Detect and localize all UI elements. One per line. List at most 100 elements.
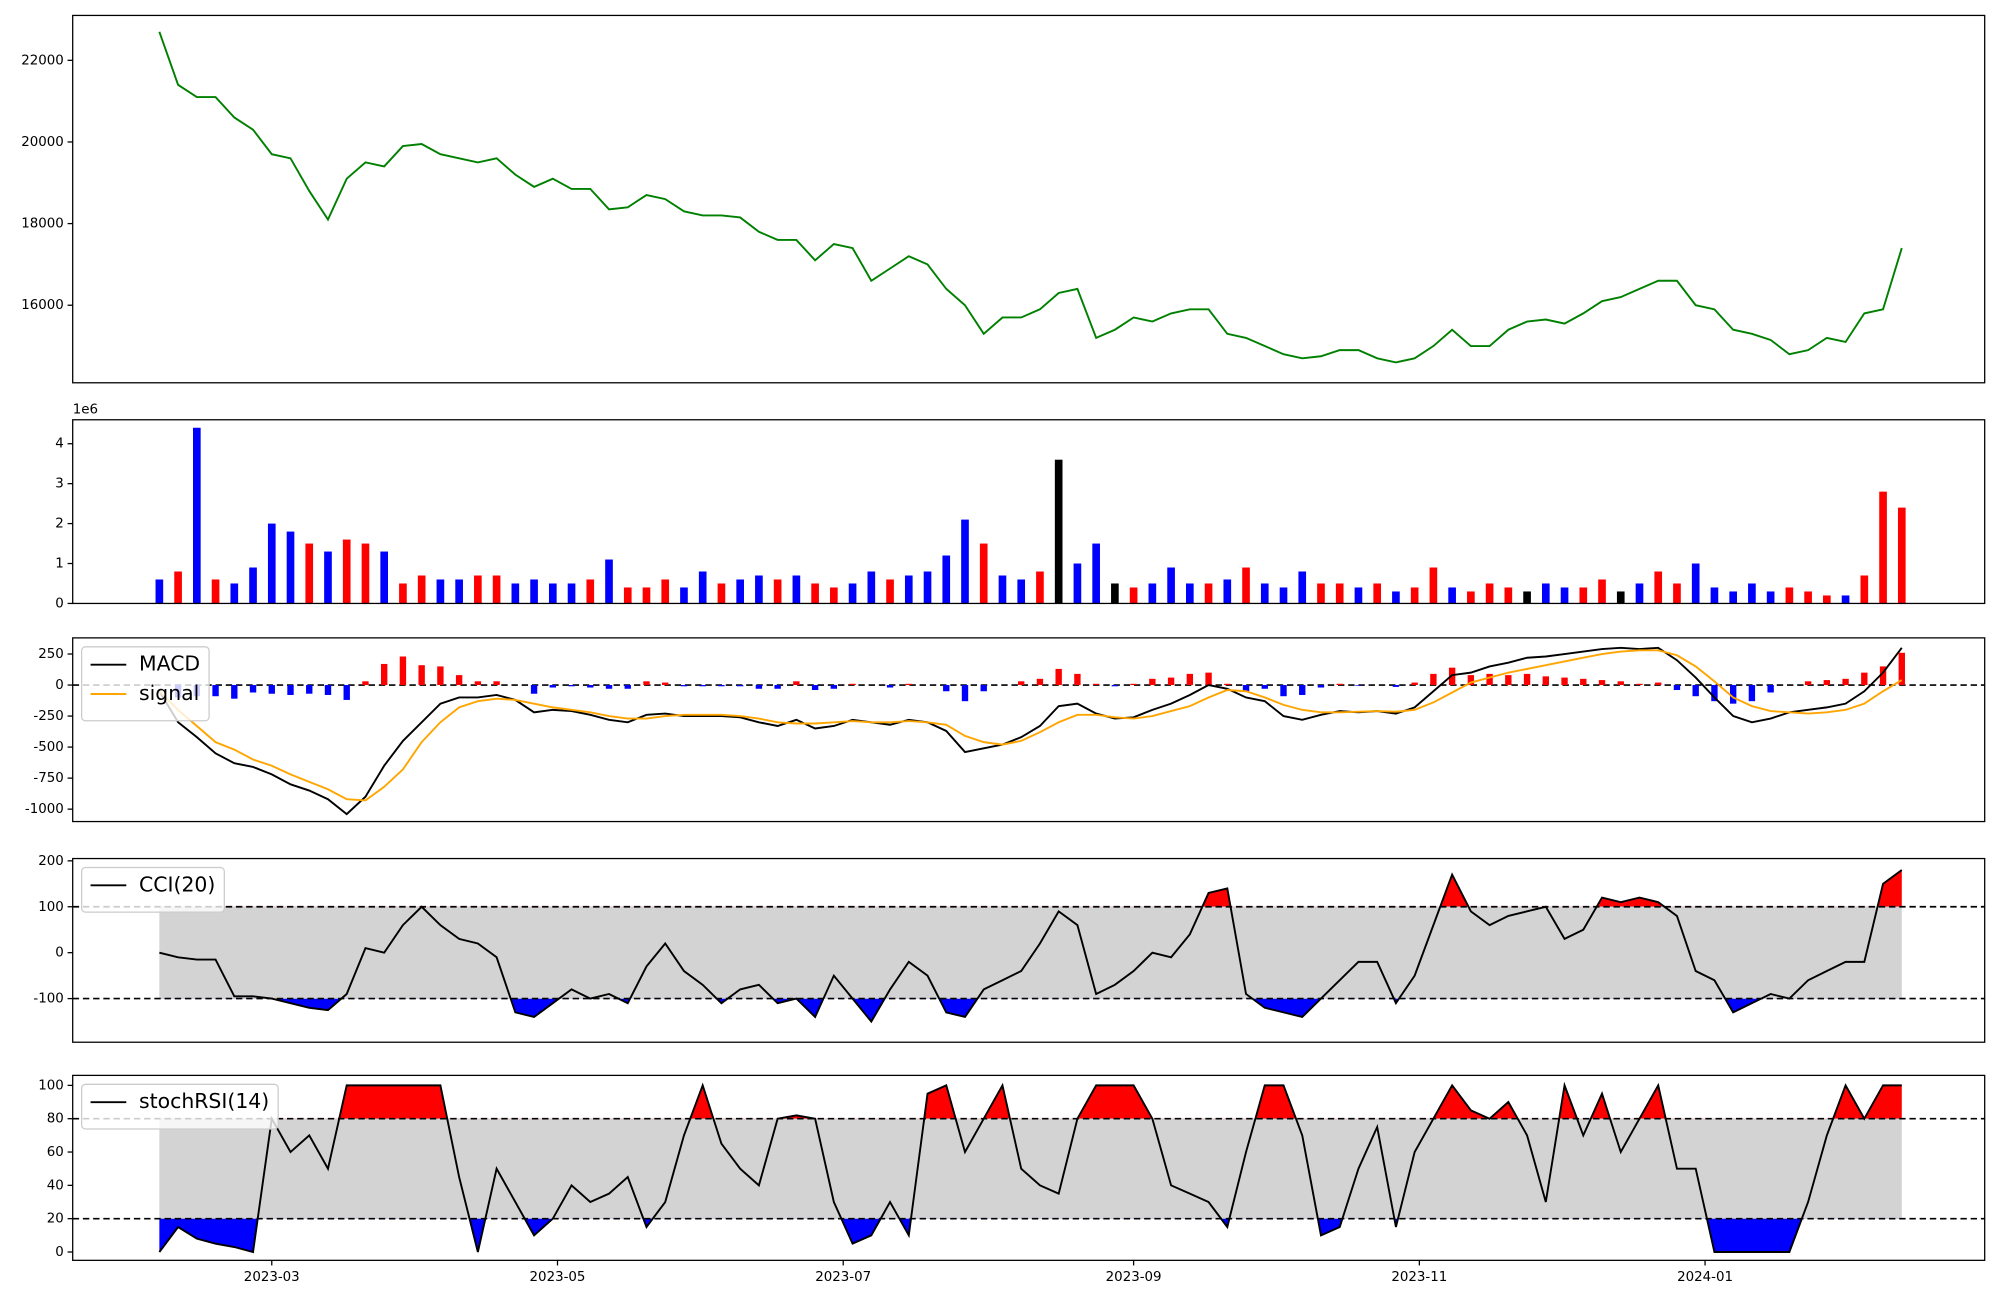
volume-bar <box>1279 587 1288 604</box>
histogram-bar <box>811 685 819 691</box>
axes-frame <box>72 1074 1986 1261</box>
volume-bar <box>1167 567 1175 604</box>
volume-bar <box>1729 591 1737 604</box>
histogram-bar <box>530 685 538 694</box>
histogram-bar <box>1879 666 1887 686</box>
histogram-bar <box>1804 681 1812 686</box>
y-tick-label: 250 <box>38 647 64 662</box>
volume-bar <box>511 583 520 604</box>
volume-bar <box>1017 579 1026 604</box>
histogram-bar <box>437 666 444 686</box>
histogram-bar <box>886 685 894 688</box>
histogram-bar <box>1598 680 1606 686</box>
histogram-bar <box>1842 678 1849 686</box>
y-tick-label: 200 <box>38 854 64 869</box>
volume-bar <box>961 519 969 604</box>
volume-bar <box>1317 583 1325 604</box>
histogram-bar <box>1036 678 1044 686</box>
volume-bar <box>811 583 819 604</box>
histogram-bar <box>1130 683 1137 686</box>
histogram-bar <box>1505 675 1512 686</box>
histogram-bar <box>793 681 800 686</box>
y-tick-label: 0 <box>55 596 64 611</box>
volume-bar <box>155 579 164 604</box>
histogram-bar <box>961 685 969 702</box>
histogram-bar <box>1205 672 1212 686</box>
y-tick-label: -1000 <box>25 802 64 817</box>
volume-bar <box>492 575 501 604</box>
volume-bar <box>1242 567 1250 604</box>
volume-bar <box>1748 583 1756 604</box>
volume-bar <box>1186 583 1194 604</box>
volume-bar <box>230 583 239 604</box>
histogram-bar <box>1561 677 1568 686</box>
legend-label: signal <box>139 681 199 705</box>
volume-bar <box>1410 587 1419 604</box>
histogram-bar <box>1411 682 1418 686</box>
volume-bar <box>830 587 838 604</box>
volume-bar <box>1429 567 1438 604</box>
volume-bar <box>174 571 182 604</box>
volume-bar <box>548 583 557 604</box>
volume-bar <box>1036 571 1044 604</box>
axes-frame <box>72 14 1986 384</box>
volume-bar <box>193 427 201 604</box>
volume-bar <box>455 579 463 604</box>
histogram-bar <box>249 685 257 693</box>
volume-bar <box>792 575 801 604</box>
histogram-bar <box>1299 685 1306 695</box>
series-line <box>159 869 1903 1024</box>
volume-bar <box>1860 575 1869 604</box>
x-tick-label: 2023-09 <box>1106 1270 1162 1285</box>
histogram-bar <box>1729 685 1737 704</box>
x-tick-label: 2023-11 <box>1391 1270 1447 1285</box>
overbought-fill <box>339 1085 1902 1119</box>
histogram-bar <box>1430 673 1437 686</box>
volume-bar <box>1654 571 1663 604</box>
histogram-bar <box>1486 673 1493 686</box>
legend: CCI(20) <box>80 866 225 913</box>
volume-bar <box>1073 563 1082 604</box>
volume-bar <box>886 579 894 604</box>
volume-bar <box>1335 583 1344 604</box>
volume-bar <box>324 551 332 604</box>
volume-bar <box>380 551 389 604</box>
volume-bar <box>605 559 613 604</box>
y-tick-label: 20 <box>47 1212 64 1227</box>
histogram-bar <box>568 685 575 687</box>
histogram-bar <box>1898 652 1905 686</box>
histogram-bar <box>1167 677 1175 686</box>
volume-bar <box>1092 543 1100 604</box>
histogram-bar <box>1655 682 1662 686</box>
axes-frame <box>72 419 1986 605</box>
volume-bar <box>1841 595 1850 604</box>
histogram-bar <box>1617 681 1624 686</box>
histogram-bar <box>1018 681 1025 686</box>
histogram-bar <box>1580 678 1587 686</box>
volume-bar <box>417 575 426 604</box>
legend-label: stochRSI(14) <box>139 1089 269 1113</box>
histogram-bar <box>1317 685 1325 688</box>
histogram-bar <box>1280 685 1287 697</box>
histogram-bar <box>1242 685 1250 692</box>
histogram-bar <box>1711 685 1718 702</box>
volume-bar <box>249 567 257 604</box>
histogram-bar <box>1149 678 1156 686</box>
y-tick-label: 80 <box>47 1112 64 1127</box>
histogram-bar <box>306 685 313 694</box>
y-tick-label: 22000 <box>21 53 64 68</box>
volume-bar <box>1204 583 1213 604</box>
volume-bar <box>1111 583 1119 604</box>
volume-bar <box>399 583 407 604</box>
y-tick-label: 16000 <box>21 298 64 313</box>
volume-bar <box>1392 591 1400 604</box>
histogram-bar <box>605 685 613 689</box>
histogram-bar <box>830 685 838 689</box>
histogram-bar <box>1692 685 1699 697</box>
histogram-bar <box>905 683 912 686</box>
histogram-bar <box>1092 683 1100 686</box>
histogram-bar <box>587 685 594 688</box>
histogram-bar <box>699 685 706 687</box>
volume-bar <box>736 579 744 604</box>
